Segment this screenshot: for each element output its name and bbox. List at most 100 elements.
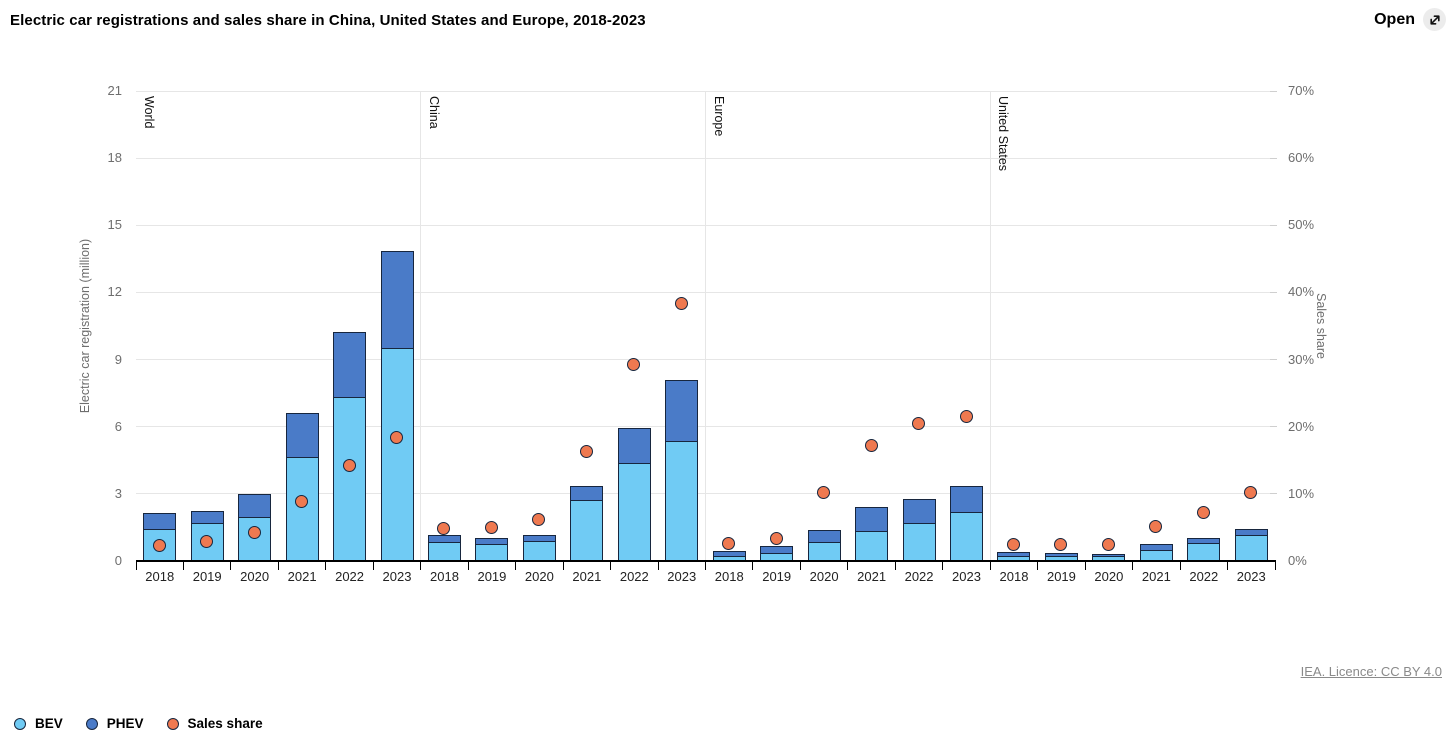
x-tick-label: 2022: [335, 569, 365, 584]
sales-share-dot[interactable]: [437, 521, 451, 535]
x-tick-label: 2023: [667, 569, 697, 584]
y2-axis-tick-label: 50%: [1288, 217, 1315, 233]
bar-phev-segment[interactable]: [997, 552, 1031, 557]
sales-share-dot[interactable]: [484, 521, 498, 535]
x-tick-label: 2019: [762, 569, 792, 584]
sales-share-dot[interactable]: [152, 538, 166, 552]
bar-phev-segment[interactable]: [380, 251, 414, 349]
y-axis-tick-label: 6: [114, 418, 122, 434]
x-tick-label: 2019: [192, 569, 222, 584]
bar-phev-segment[interactable]: [1044, 553, 1078, 558]
panel-label: United States: [996, 96, 1011, 172]
bar-bev-segment[interactable]: [333, 396, 367, 561]
bar-bev-segment[interactable]: [950, 511, 984, 561]
sales-share-dot[interactable]: [912, 417, 926, 431]
open-button-label: Open: [1374, 10, 1415, 28]
bar-phev-segment[interactable]: [333, 331, 367, 398]
y-axis-tick-label: 9: [114, 351, 122, 367]
bar-phev-segment[interactable]: [807, 529, 841, 544]
licence-link[interactable]: IEA. Licence: CC BY 4.0: [1300, 664, 1442, 679]
x-tick-label: 2019: [1046, 569, 1076, 584]
bar-phev-segment[interactable]: [475, 537, 509, 545]
bar-phev-segment[interactable]: [570, 486, 604, 501]
x-axis-tick: [372, 561, 374, 570]
sales-share-dot[interactable]: [1244, 485, 1258, 499]
x-axis-tick: [657, 561, 659, 570]
legend-item-bev[interactable]: BEV: [14, 716, 63, 731]
y-axis-tick-label: 0: [114, 553, 122, 568]
legend-item-sales-share[interactable]: Sales share: [166, 716, 263, 731]
sales-share-dot[interactable]: [342, 458, 356, 472]
expand-arrow-icon: [1423, 8, 1446, 31]
sales-share-dot[interactable]: [769, 531, 783, 545]
bar-phev-segment[interactable]: [617, 427, 651, 465]
x-axis-tick: [1084, 561, 1086, 570]
bar-phev-segment[interactable]: [143, 512, 177, 531]
y2-axis-tick: [1270, 157, 1277, 159]
sales-share-dot[interactable]: [1196, 505, 1210, 519]
y-axis-tick-label: 21: [107, 83, 122, 98]
x-axis-tick: [894, 561, 896, 570]
x-axis-tick: [277, 561, 279, 570]
sales-share-dot[interactable]: [1101, 537, 1115, 551]
sales-share-dot[interactable]: [532, 513, 546, 527]
sales-share-dot[interactable]: [247, 525, 261, 539]
bar-phev-segment[interactable]: [190, 510, 224, 525]
y-axis-tick-label: 3: [114, 485, 122, 501]
bar-bev-segment[interactable]: [902, 522, 936, 561]
bev-swatch-icon: [14, 717, 26, 730]
bar-phev-segment[interactable]: [1092, 553, 1126, 558]
bar-phev-segment[interactable]: [712, 550, 746, 557]
sales-share-dot[interactable]: [627, 357, 641, 371]
bar-phev-segment[interactable]: [1139, 543, 1173, 552]
bar-bev-segment[interactable]: [285, 456, 319, 561]
bar-bev-segment[interactable]: [570, 499, 604, 561]
bar-bev-segment[interactable]: [1187, 542, 1221, 561]
bar-phev-segment[interactable]: [902, 499, 936, 525]
bar-bev-segment[interactable]: [855, 530, 889, 561]
x-tick-label: 2021: [287, 569, 317, 584]
x-tick-label: 2018: [430, 569, 459, 584]
y2-axis-tick-label: 30%: [1288, 351, 1315, 367]
x-tick-label: 2020: [809, 569, 839, 584]
bar-phev-segment[interactable]: [285, 413, 319, 459]
sales-share-dot[interactable]: [390, 431, 404, 445]
sales-share-dot[interactable]: [817, 486, 831, 500]
bar-bev-segment[interactable]: [475, 543, 509, 561]
sales-share-dot[interactable]: [864, 438, 878, 452]
legend-item-phev[interactable]: PHEV: [85, 716, 144, 731]
bar-phev-segment[interactable]: [665, 379, 699, 442]
bar-bev-segment[interactable]: [617, 462, 651, 561]
sales-share-dot[interactable]: [1149, 519, 1163, 533]
x-axis-tick: [705, 561, 706, 570]
open-button[interactable]: Open: [1374, 8, 1446, 31]
sales-share-dot[interactable]: [579, 444, 593, 458]
bar-phev-segment[interactable]: [427, 535, 461, 544]
bar-phev-segment[interactable]: [1187, 538, 1221, 545]
sales-share-dot[interactable]: [1054, 537, 1068, 551]
bar-bev-segment[interactable]: [427, 541, 461, 561]
sales-share-dot[interactable]: [295, 494, 309, 508]
bar-bev-segment[interactable]: [665, 440, 699, 561]
y2-axis-tick-label: 0%: [1288, 553, 1307, 568]
bar-bev-segment[interactable]: [807, 541, 841, 561]
y2-axis-tick-label: 20%: [1288, 418, 1315, 434]
sales-share-dot[interactable]: [200, 535, 214, 549]
y2-axis-tick: [1270, 426, 1277, 428]
bar-phev-segment[interactable]: [855, 507, 889, 533]
bar-bev-segment[interactable]: [522, 540, 556, 561]
bar-phev-segment[interactable]: [1234, 529, 1268, 536]
bar-bev-segment[interactable]: [1234, 534, 1268, 561]
sales-share-dot[interactable]: [722, 537, 736, 551]
sales-share-dot[interactable]: [674, 296, 688, 310]
bar-bev-segment[interactable]: [380, 347, 414, 561]
bar-phev-segment[interactable]: [238, 493, 272, 518]
sales-share-dot[interactable]: [959, 410, 973, 424]
bar-phev-segment[interactable]: [760, 546, 794, 554]
legend-label-phev: PHEV: [106, 716, 144, 731]
bar-phev-segment[interactable]: [950, 486, 984, 514]
x-axis-tick: [752, 561, 754, 570]
bar-phev-segment[interactable]: [522, 535, 556, 543]
sales-share-dot[interactable]: [1006, 537, 1020, 551]
